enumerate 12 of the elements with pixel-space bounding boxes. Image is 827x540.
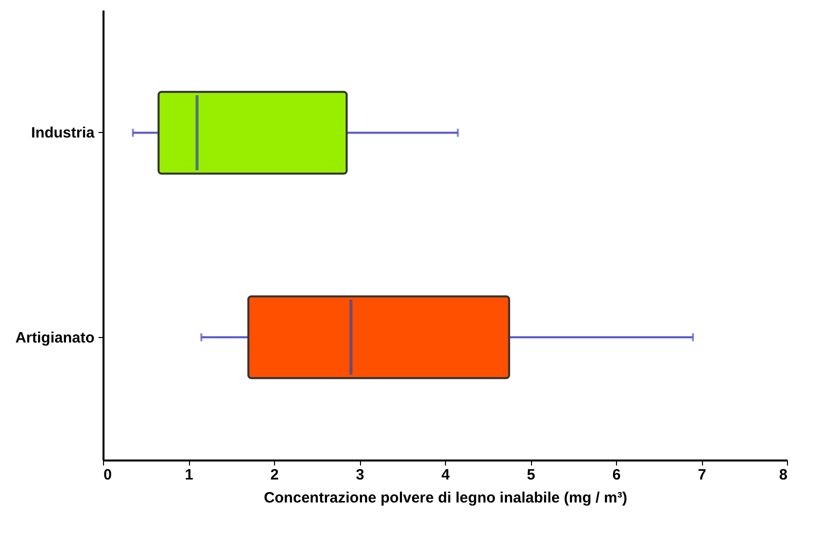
x-tick-label: 1 [184,466,194,484]
x-tick-label: 8 [779,466,788,484]
x-tick-label: 2 [270,466,279,484]
y-tick-label: Artigianato [15,329,94,346]
x-axis-title: Concentrazione polvere di legno inalabile (mg / m³) [264,490,628,506]
y-tick-label: Industria [31,124,96,142]
x-tick-label: 3 [356,466,364,484]
x-tick-label: 5 [526,466,536,484]
x-tick-label: 7 [698,466,706,484]
x-tick-label: 0 [104,466,112,484]
x-tick-label: 4 [441,466,450,484]
x-tick-label: 6 [612,466,621,484]
